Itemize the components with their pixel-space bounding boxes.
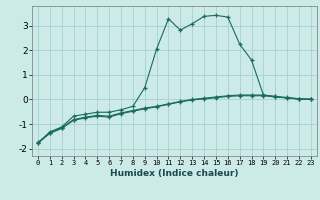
X-axis label: Humidex (Indice chaleur): Humidex (Indice chaleur) [110, 169, 239, 178]
